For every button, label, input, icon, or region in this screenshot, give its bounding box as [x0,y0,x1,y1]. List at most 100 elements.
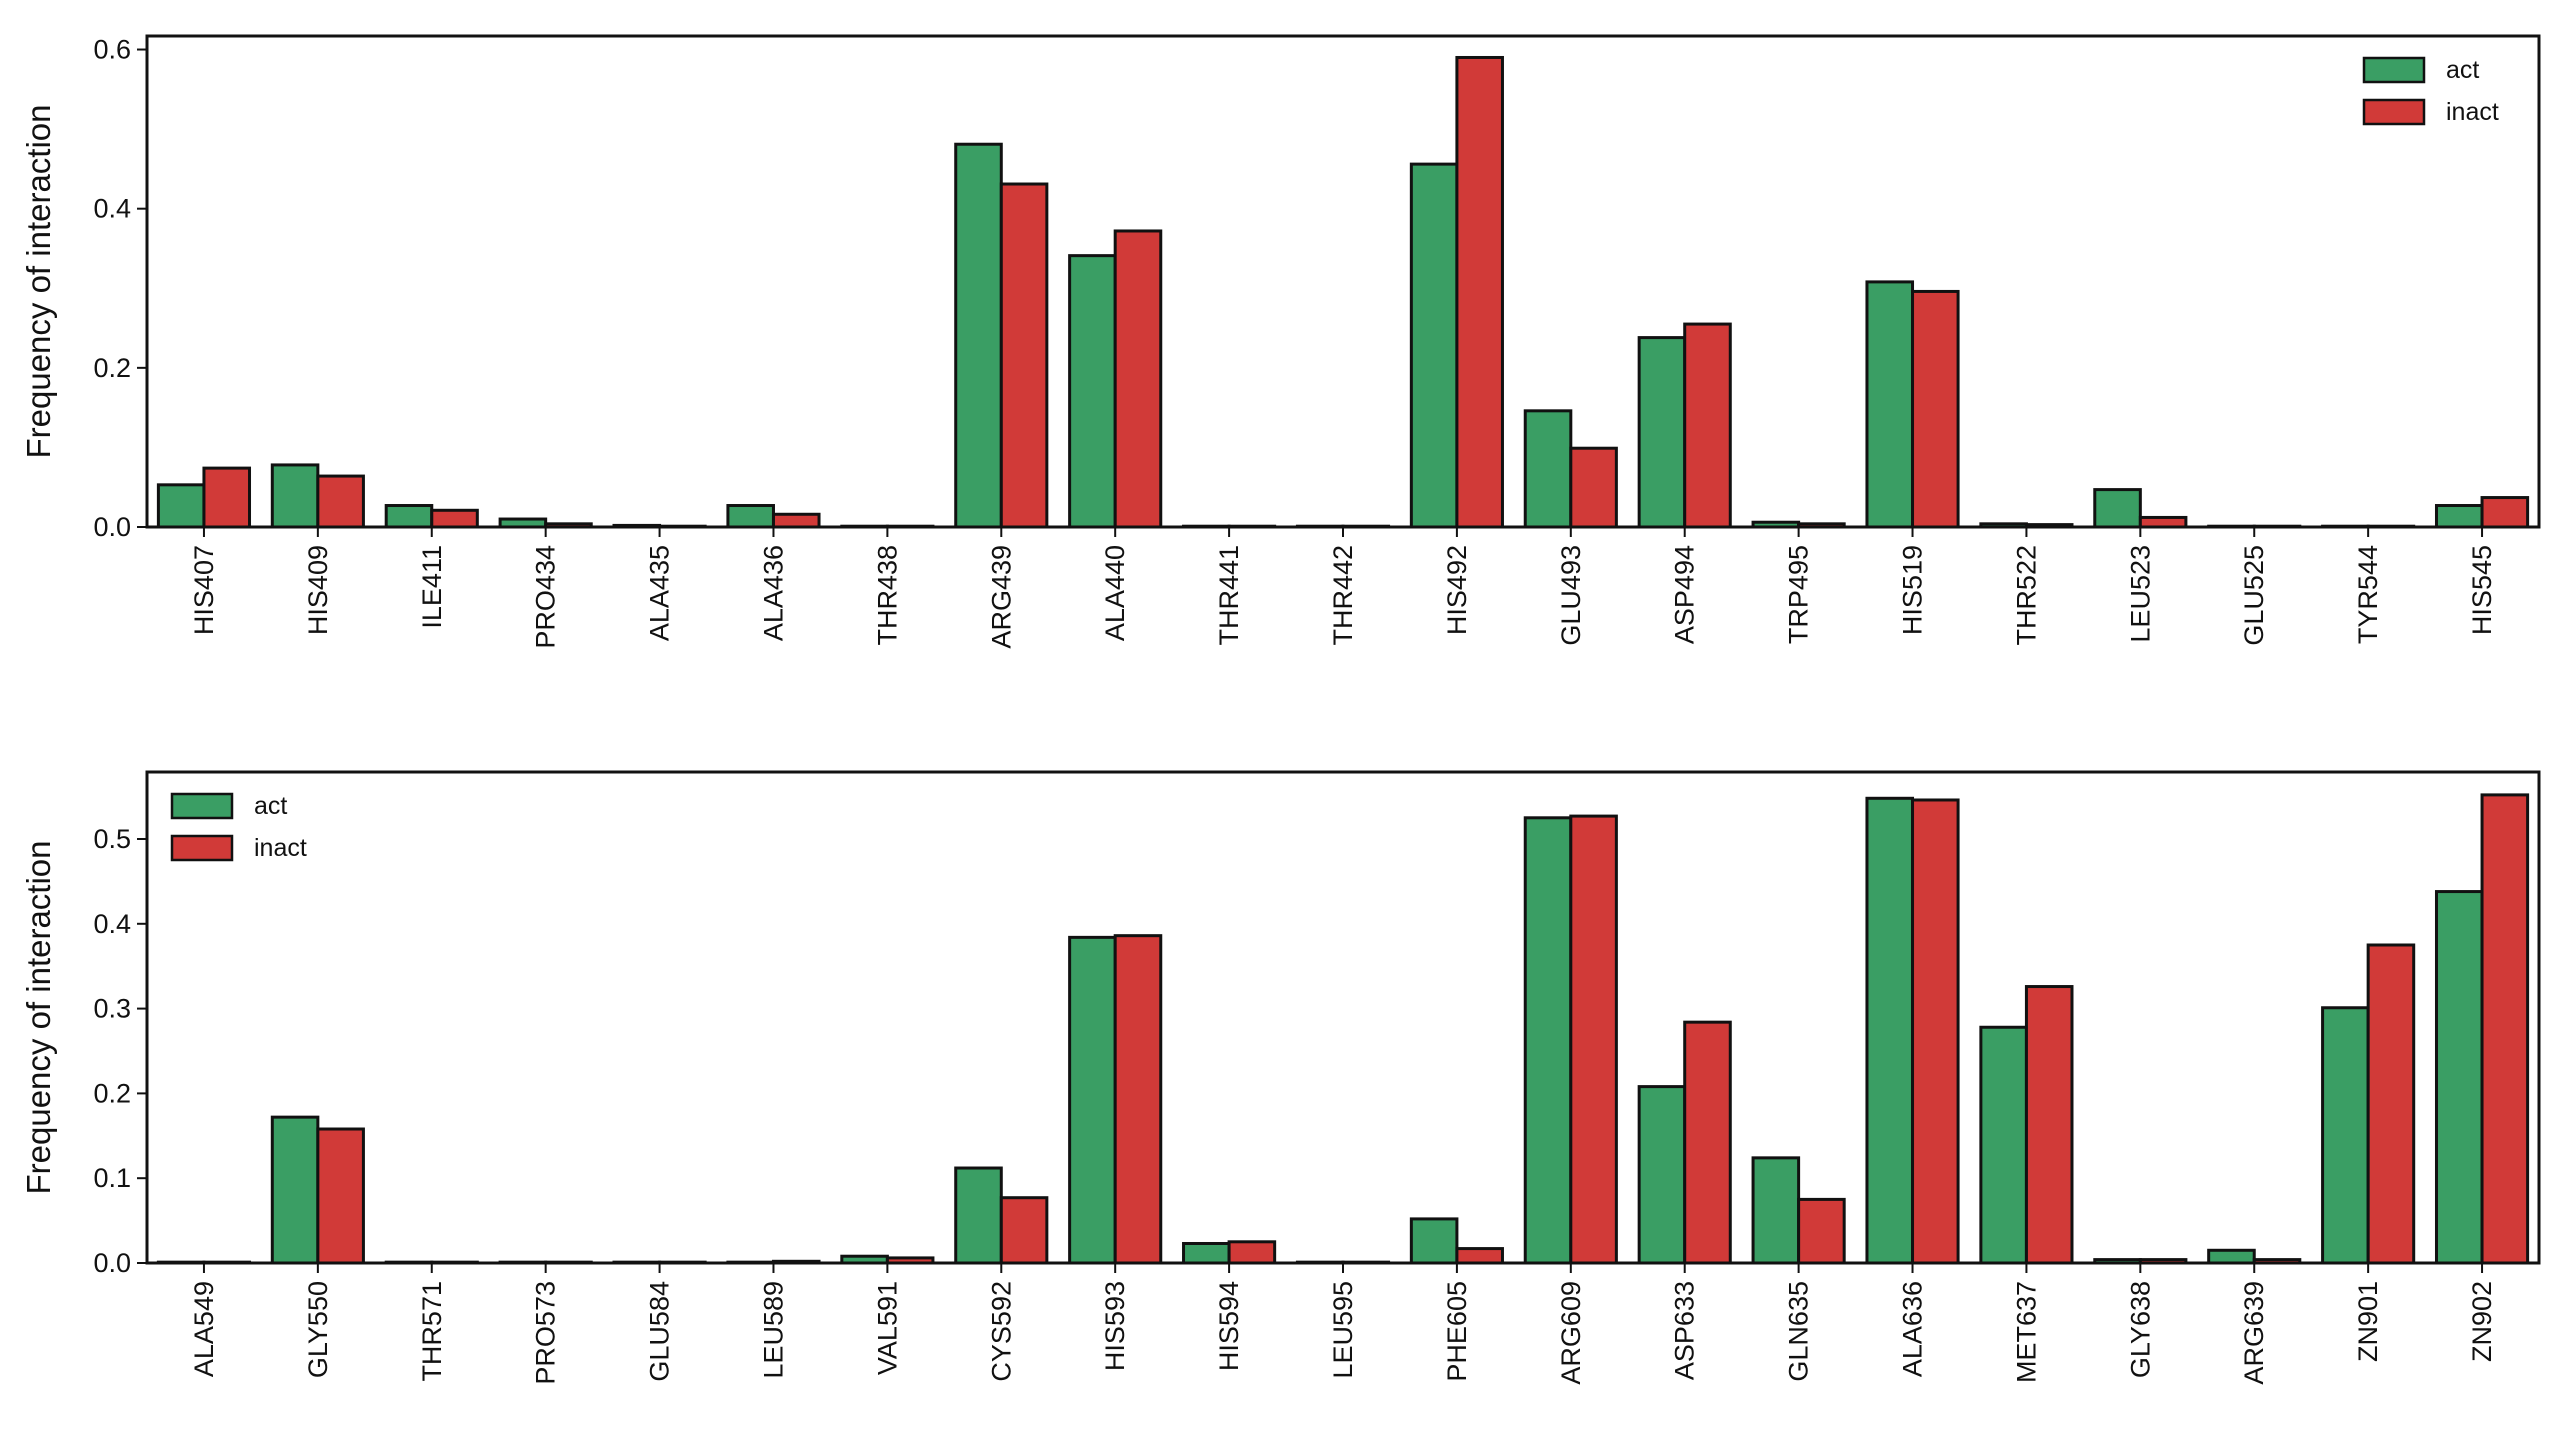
bar [1865,280,1915,529]
bar [1068,935,1117,1265]
bar [1455,55,1504,529]
bar [1637,336,1687,529]
legend-swatch [170,834,234,862]
bar [1113,934,1163,1265]
bar [1409,162,1459,529]
y-axis-label: Frequency of interaction [20,840,57,1194]
plot-frame [145,34,2541,529]
x-tick-label: HIS545 [2467,545,2497,635]
y-axis-label: Frequency of interaction [20,104,57,458]
x-tick-label: PRO434 [531,545,561,649]
y-tick-label: 0.3 [93,994,131,1024]
x-tick-label: THR438 [872,545,902,646]
x-tick-label: ZN901 [2353,1281,2383,1362]
x-tick-label: ALA636 [1898,1281,1928,1377]
x-tick-label: THR571 [417,1281,447,1382]
bar [1683,1020,1732,1265]
bar [954,142,1003,529]
plot-frame [145,770,2541,1265]
y-tick-label: 0.4 [93,194,131,224]
bar [1113,229,1163,529]
x-tick-label: TRP495 [1784,545,1814,644]
x-tick-label: VAL591 [872,1281,902,1375]
x-tick-label: GLN635 [1784,1281,1814,1382]
legend-swatch [2362,98,2426,126]
x-tick-label: ARG609 [1556,1281,1586,1385]
x-tick-label: HIS492 [1442,545,1472,635]
bar [999,182,1049,529]
bar [156,483,206,529]
bar [2480,793,2530,1265]
bar [999,1196,1049,1265]
x-tick-label: ALA435 [645,545,675,641]
y-tick-label: 0.0 [93,512,131,542]
legend-label: inact [254,834,307,862]
bar [384,504,434,529]
x-tick-label: ALA549 [189,1281,219,1377]
bar [2434,890,2484,1265]
x-tick-label: LEU523 [2125,545,2155,643]
bar [2024,985,2074,1265]
legend-label: inact [2446,98,2499,126]
x-tick-label: THR441 [1214,545,1244,646]
x-tick-label: GLU493 [1556,545,1586,646]
bar [1683,322,1732,529]
bar [954,1166,1003,1265]
bar [2366,943,2416,1265]
bar [316,1127,365,1265]
bar [316,474,365,529]
bar [1409,1217,1459,1265]
bar [1068,254,1117,529]
x-tick-label: ALA440 [1100,545,1130,641]
x-tick-label: GLY550 [303,1281,333,1378]
x-tick-label: ASP494 [1670,545,1700,644]
y-tick-label: 0.6 [93,35,131,65]
bar [2207,1248,2256,1265]
x-tick-label: PRO573 [531,1281,561,1385]
y-tick-label: 0.1 [93,1163,131,1193]
bar [270,463,320,529]
bar [1523,409,1573,529]
bar [726,504,775,529]
legend-label: act [2446,56,2479,84]
bar [1911,798,1960,1265]
x-tick-label: HIS409 [303,545,333,635]
bar [202,466,252,529]
x-tick-label: TYR544 [2353,545,2383,644]
bar [1182,1241,1231,1265]
legend-swatch [170,792,234,820]
x-tick-label: ILE411 [417,545,447,629]
x-tick-label: ARG439 [986,545,1016,649]
y-tick-label: 0.5 [93,824,131,854]
x-tick-label: LEU589 [758,1281,788,1379]
bar [1227,1240,1277,1265]
y-tick-label: 0.2 [93,353,131,383]
x-tick-label: PHE605 [1442,1281,1472,1382]
bar [1455,1247,1504,1265]
x-tick-label: ALA436 [758,545,788,641]
x-tick-label: ZN902 [2467,1281,2497,1362]
x-tick-label: HIS593 [1100,1281,1130,1371]
x-tick-label: LEU595 [1328,1281,1358,1379]
bar [1569,446,1618,529]
bar [430,508,479,529]
x-tick-label: MET637 [2011,1281,2041,1383]
bar [1865,796,1915,1265]
bar [2093,488,2142,529]
bar [1751,1156,1801,1265]
legend-swatch [2362,56,2426,84]
bar [2321,1006,2370,1265]
bar [771,512,821,529]
bar [1523,816,1573,1265]
bar [1637,1085,1687,1265]
x-tick-label: HIS594 [1214,1281,1244,1371]
x-tick-label: ARG639 [2239,1281,2269,1385]
bar [1797,1197,1846,1265]
x-tick-label: THR522 [2011,545,2041,646]
x-tick-label: GLY638 [2125,1281,2155,1378]
bar [2480,496,2530,529]
x-tick-label: CYS592 [986,1281,1016,1382]
x-tick-label: GLU525 [2239,545,2269,646]
